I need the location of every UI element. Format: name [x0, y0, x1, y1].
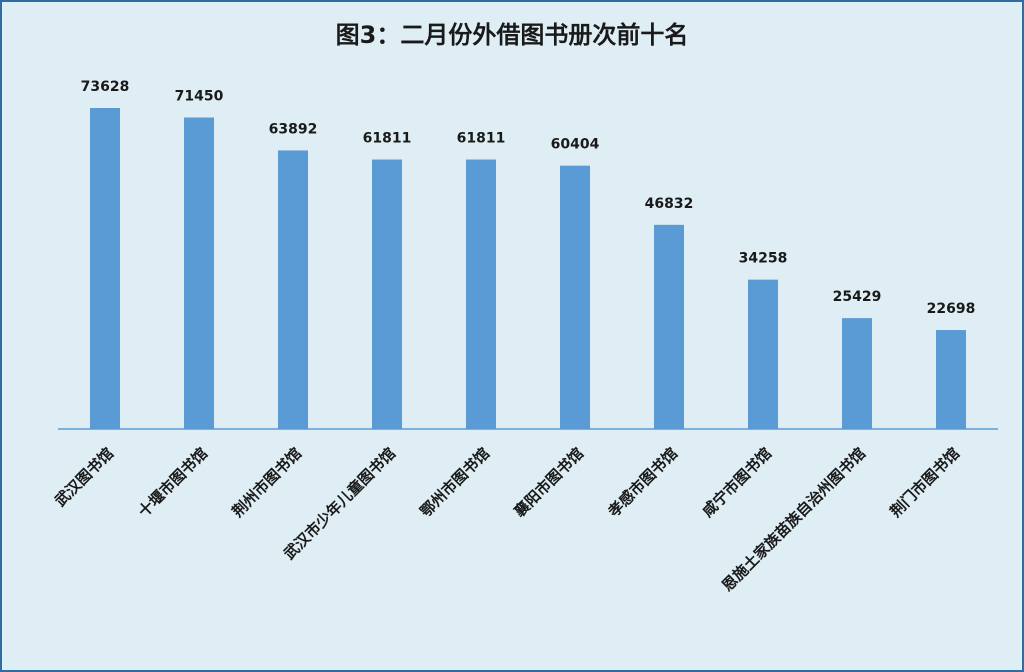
bar — [184, 117, 214, 429]
bar — [748, 279, 778, 429]
value-label: 34258 — [739, 251, 788, 267]
value-label: 61811 — [363, 131, 412, 147]
bar — [654, 224, 684, 429]
value-label: 61811 — [457, 131, 506, 147]
bar — [466, 159, 496, 429]
bar — [90, 108, 120, 429]
value-label: 25429 — [833, 289, 882, 305]
value-label: 73628 — [81, 79, 130, 95]
value-label: 63892 — [269, 121, 318, 137]
value-label: 60404 — [551, 137, 600, 153]
value-label: 22698 — [927, 301, 976, 317]
bar — [842, 318, 872, 429]
value-label: 71450 — [175, 88, 224, 104]
chart-title: 图3：二月份外借图书册次前十名 — [336, 21, 689, 49]
bar — [372, 159, 402, 429]
value-label: 46832 — [645, 196, 694, 212]
bar — [560, 165, 590, 430]
bar — [278, 150, 308, 429]
bar — [936, 330, 966, 429]
